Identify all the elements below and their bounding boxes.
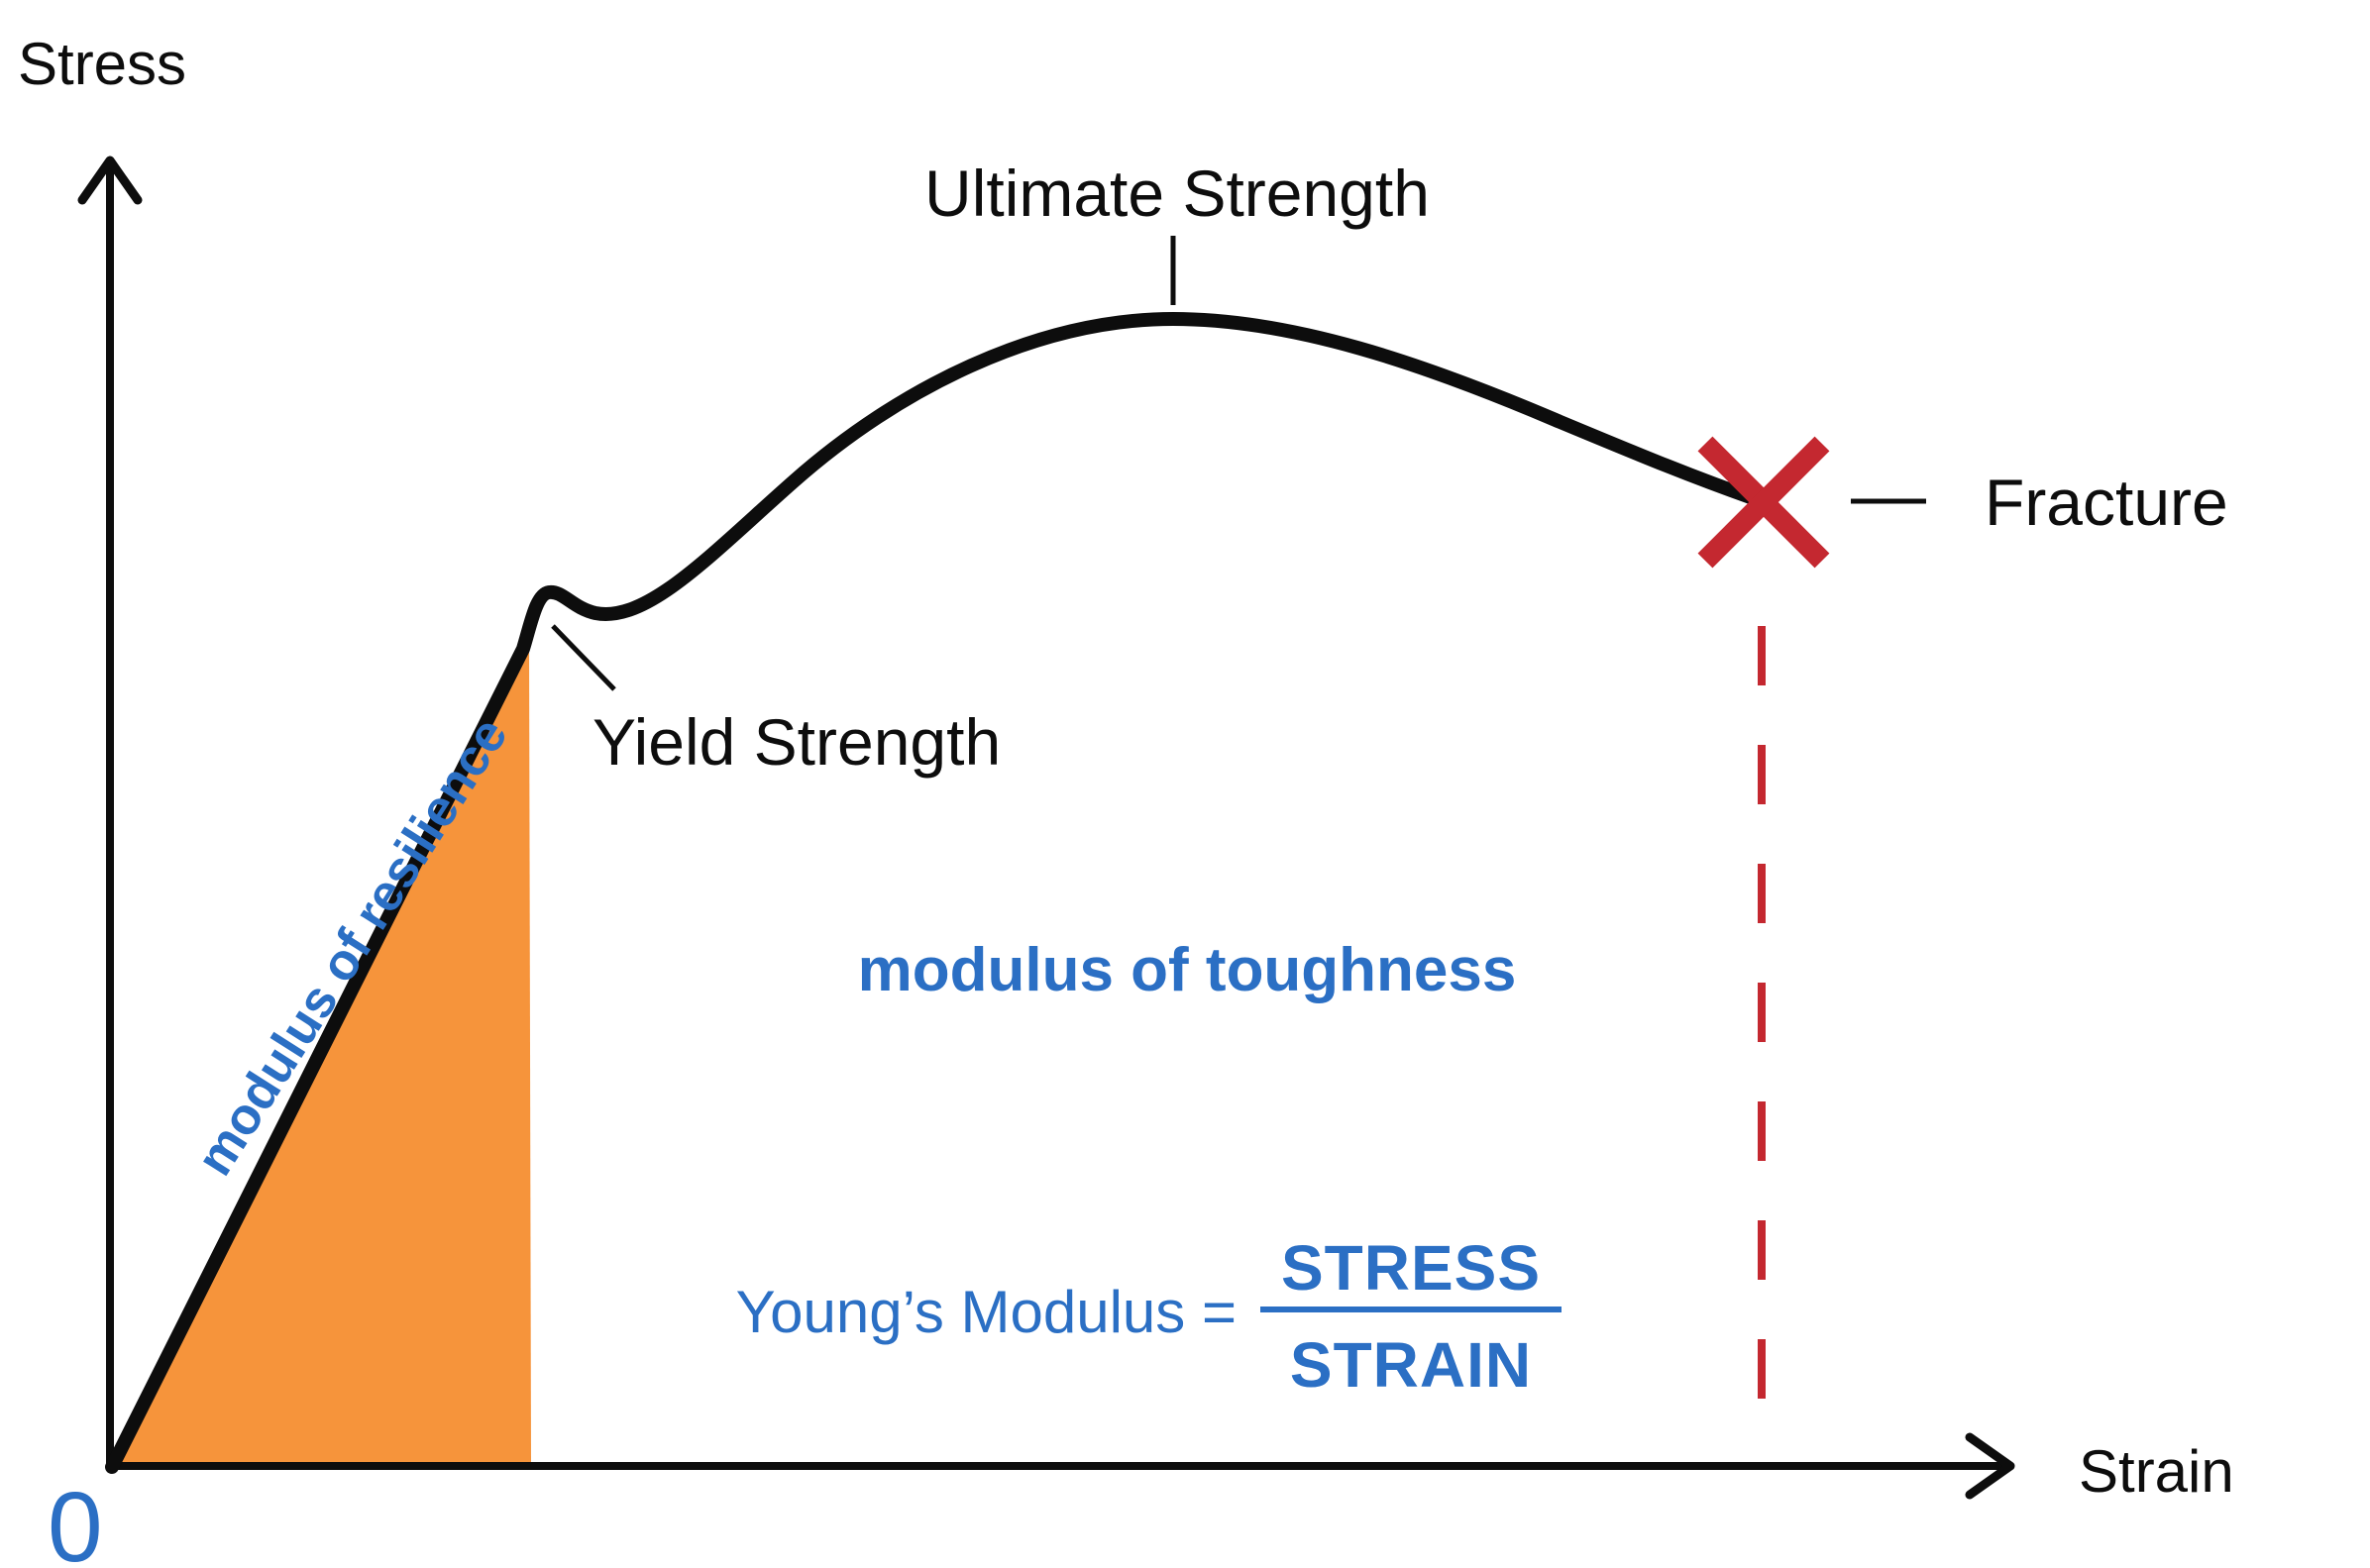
formula-numerator: STRESS xyxy=(1281,1232,1541,1304)
youngs-modulus-label: Young’s Modulus = xyxy=(736,1279,1237,1345)
fracture-x-stroke-2 xyxy=(1697,436,1830,569)
fracture-x-icon xyxy=(1697,436,1830,569)
y-axis-arrowhead-icon xyxy=(77,156,143,205)
strain-axis-label: Strain xyxy=(2079,1438,2234,1505)
fracture-label: Fracture xyxy=(1985,466,2228,539)
ultimate-strength-label: Ultimate Strength xyxy=(924,157,1430,230)
yield-strength-leader xyxy=(551,624,616,691)
stress-strain-curve xyxy=(105,312,1769,1474)
formula-denominator: STRAIN xyxy=(1290,1329,1532,1401)
stress-axis-label: Stress xyxy=(18,31,186,97)
x-axis-arrowhead-icon xyxy=(1965,1432,2015,1500)
origin-label: 0 xyxy=(48,1472,103,1568)
modulus-of-toughness-label: modulus of toughness xyxy=(858,936,1517,1004)
yield-strength-label: Yield Strength xyxy=(592,705,1001,779)
